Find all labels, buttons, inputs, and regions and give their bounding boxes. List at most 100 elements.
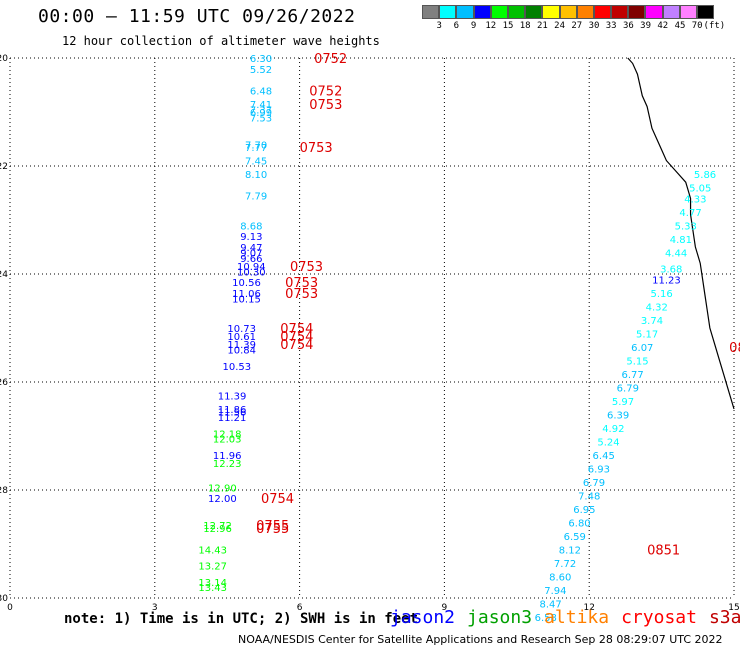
time-label: 0753: [290, 260, 323, 275]
wave-height-label: 8.10: [245, 170, 267, 181]
time-label: 0753: [309, 98, 342, 113]
footer-note: note: 1) Time is in UTC; 2) SWH is in fe…: [64, 611, 419, 627]
wave-height-label: 12.18: [213, 429, 242, 440]
color-legend-label: 27: [571, 21, 583, 31]
mission-jason3: jason3: [467, 607, 533, 628]
color-legend-label: 36: [622, 21, 634, 31]
wave-height-label: 12.90: [208, 483, 237, 494]
color-legend-label: 45: [674, 21, 686, 31]
wave-height-label: 12.03: [213, 435, 242, 446]
color-swatch: [576, 5, 594, 19]
mission-cryosat: cryosat: [621, 607, 697, 628]
y-tick-label: -20: [0, 54, 8, 64]
wave-height-label: 7.37: [250, 105, 272, 116]
wave-height-label: 9.47: [240, 243, 262, 254]
x-tick-label: 9: [442, 603, 448, 613]
wave-height-label: 6.07: [631, 343, 653, 354]
time-label: 0851: [647, 543, 680, 558]
color-swatch: [697, 5, 715, 19]
wave-height-label: 11.21: [218, 413, 247, 424]
time-label: 0754: [280, 338, 313, 353]
x-tick-label: 0: [7, 603, 13, 613]
chart-subtitle: 12 hour collection of altimeter wave hei…: [62, 34, 380, 48]
wave-height-label: 5.24: [597, 437, 619, 448]
time-label: 0754: [280, 330, 313, 345]
time-label: 0753: [285, 276, 318, 291]
wave-height-label: 5.33: [675, 221, 697, 232]
time-label: 0752: [314, 52, 347, 67]
wave-height-label: 10.94: [237, 262, 266, 273]
chart-title: 00:00 – 11:59 UTC 09/26/2022: [38, 6, 356, 27]
wave-height-label: 6.59: [564, 532, 586, 543]
color-swatch: [439, 5, 457, 19]
color-swatch: [628, 5, 646, 19]
color-swatch: [507, 5, 526, 19]
time-label: 0754: [261, 492, 294, 507]
coastline: [627, 57, 735, 410]
color-swatch: [456, 5, 474, 19]
wave-height-label: 5.16: [650, 289, 672, 300]
wave-height-label: 10.84: [227, 346, 256, 357]
time-label: 0753: [285, 287, 318, 302]
wave-height-label: 11.86: [218, 405, 247, 416]
color-swatch: [679, 5, 697, 19]
wave-height-label: 7.72: [554, 559, 576, 570]
color-swatch: [525, 5, 543, 19]
time-label: 0752: [309, 84, 342, 99]
time-label: 0755: [256, 519, 289, 534]
wave-height-label: 6.39: [607, 410, 629, 421]
wave-height-label: 6.93: [588, 464, 610, 475]
time-label: 0753: [300, 141, 333, 156]
wave-height-label: 9.13: [240, 232, 262, 243]
wave-height-label: 6.30: [250, 54, 272, 65]
wave-height-label: 8.68: [240, 221, 262, 232]
wave-height-label: 11.06: [232, 289, 261, 300]
y-tick-label: -22: [0, 162, 8, 172]
wave-height-label: 12.00: [208, 494, 237, 505]
wave-height-label: 10.30: [237, 267, 266, 278]
wave-height-label: 3.68: [660, 265, 682, 276]
wave-height-label: 8.12: [559, 545, 581, 556]
color-legend-label: (ft): [703, 21, 726, 31]
wave-height-label: 4.77: [679, 208, 701, 219]
wave-height-label: 6.77: [622, 370, 644, 381]
color-legend-label: 15: [502, 21, 514, 31]
color-swatch: [473, 5, 491, 19]
color-swatch: [490, 5, 508, 19]
wave-height-label: 5.17: [636, 329, 658, 340]
color-legend-labels: 3 6 9 12 15 18 21 24 27 30 33 36 39 42 45 70 (ft): [422, 21, 740, 33]
x-tick-label: 15: [728, 603, 739, 613]
wave-height-label: 14.43: [198, 545, 227, 556]
wave-height-label: 11.39: [218, 392, 247, 403]
wave-height-label: 3.74: [641, 316, 663, 327]
color-legend-label: 39: [640, 21, 652, 31]
color-swatch: [645, 5, 663, 19]
mission-altika: altika: [544, 607, 610, 628]
y-tick-label: -24: [0, 270, 8, 280]
wave-height-label: 7.77: [245, 143, 267, 154]
wave-height-label: 4.81: [670, 235, 692, 246]
wave-height-label: 10.56: [232, 278, 261, 289]
mission-legend: jason2 jason3 altika cryosat s3a: [390, 607, 740, 628]
wave-height-label: 7.45: [245, 157, 267, 168]
wave-height-label: 9.07: [240, 248, 262, 259]
wave-height-label: 12.96: [203, 524, 232, 535]
wave-height-label: 10.73: [227, 324, 256, 335]
color-swatch: [593, 5, 612, 19]
wave-height-label: 5.05: [689, 184, 711, 195]
wave-height-label: 12.23: [213, 459, 242, 470]
wave-height-label: 11.23: [652, 275, 681, 286]
color-legend-label: 18: [519, 21, 531, 31]
color-legend-label: 70: [691, 21, 703, 31]
wave-height-label: 13.27: [198, 562, 227, 573]
wave-height-label: 5.15: [626, 356, 648, 367]
credit-line: NOAA/NESDIS Center for Satellite Applica…: [238, 633, 723, 646]
color-swatch: [422, 5, 440, 19]
wave-height-label: 6.80: [568, 518, 590, 529]
wave-height-label: 6.79: [617, 383, 639, 394]
wave-height-label: 9.66: [240, 254, 262, 265]
wave-height-label: 7.53: [250, 113, 272, 124]
wave-height-label: 7.79: [245, 192, 267, 203]
wave-height-label: 6.99: [250, 108, 272, 119]
wave-height-label: 10.15: [232, 294, 261, 305]
